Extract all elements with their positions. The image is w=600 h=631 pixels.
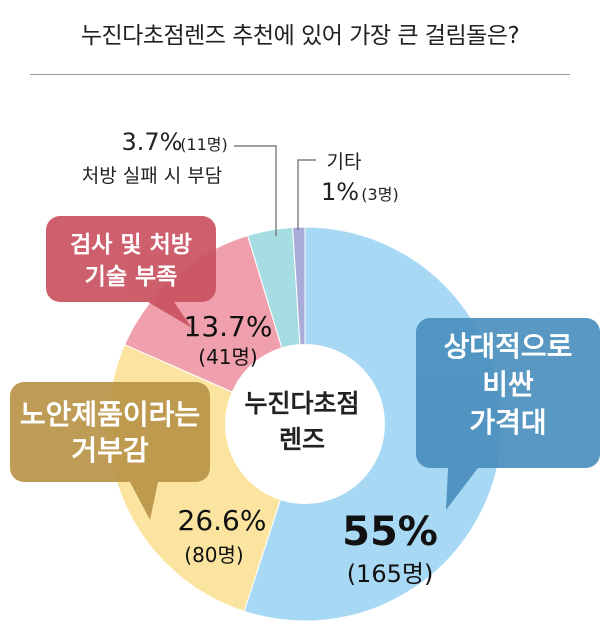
donut-hole bbox=[225, 344, 385, 504]
leader-line bbox=[234, 145, 277, 236]
callout-bubble bbox=[46, 216, 216, 328]
slice-percent: 55% bbox=[342, 509, 438, 555]
slice-label: 처방 실패 시 부담 bbox=[82, 165, 222, 187]
slice-count: (80명) bbox=[184, 543, 243, 567]
slice-percent: 3.7% bbox=[122, 128, 183, 156]
slice-label-line: 상대적으로 bbox=[444, 330, 573, 363]
title-divider bbox=[30, 74, 570, 75]
chart-title: 누진다초점렌즈 추천에 있어 가장 큰 걸림돌은? bbox=[80, 23, 520, 49]
slice-percent: 1% bbox=[321, 178, 359, 206]
slice-label-line: 비싼 bbox=[482, 368, 534, 401]
slice-percent: 26.6% bbox=[178, 504, 267, 537]
slice-label-line: 기술 부족 bbox=[85, 264, 178, 290]
slice-count: (3명) bbox=[361, 185, 398, 204]
slice-label-line: 검사 및 처방 bbox=[70, 232, 192, 258]
slice-label: 기타 bbox=[327, 151, 362, 173]
slice-count: (41명) bbox=[198, 345, 257, 369]
slice-percent: 13.7% bbox=[184, 310, 273, 343]
slice-label-line: 가격대 bbox=[469, 406, 546, 439]
slice-label-line: 거부감 bbox=[71, 434, 149, 467]
slice-count: (11명) bbox=[180, 135, 228, 154]
callout-bubble bbox=[10, 382, 210, 520]
callout-bubble bbox=[416, 318, 600, 510]
center-label-line: 누진다초점 bbox=[244, 389, 359, 418]
slice-count: (165명) bbox=[347, 560, 434, 588]
slice-label-line: 노안제품이라는 bbox=[20, 398, 200, 431]
leader-line bbox=[297, 159, 316, 230]
center-label-line: 렌즈 bbox=[279, 425, 325, 454]
